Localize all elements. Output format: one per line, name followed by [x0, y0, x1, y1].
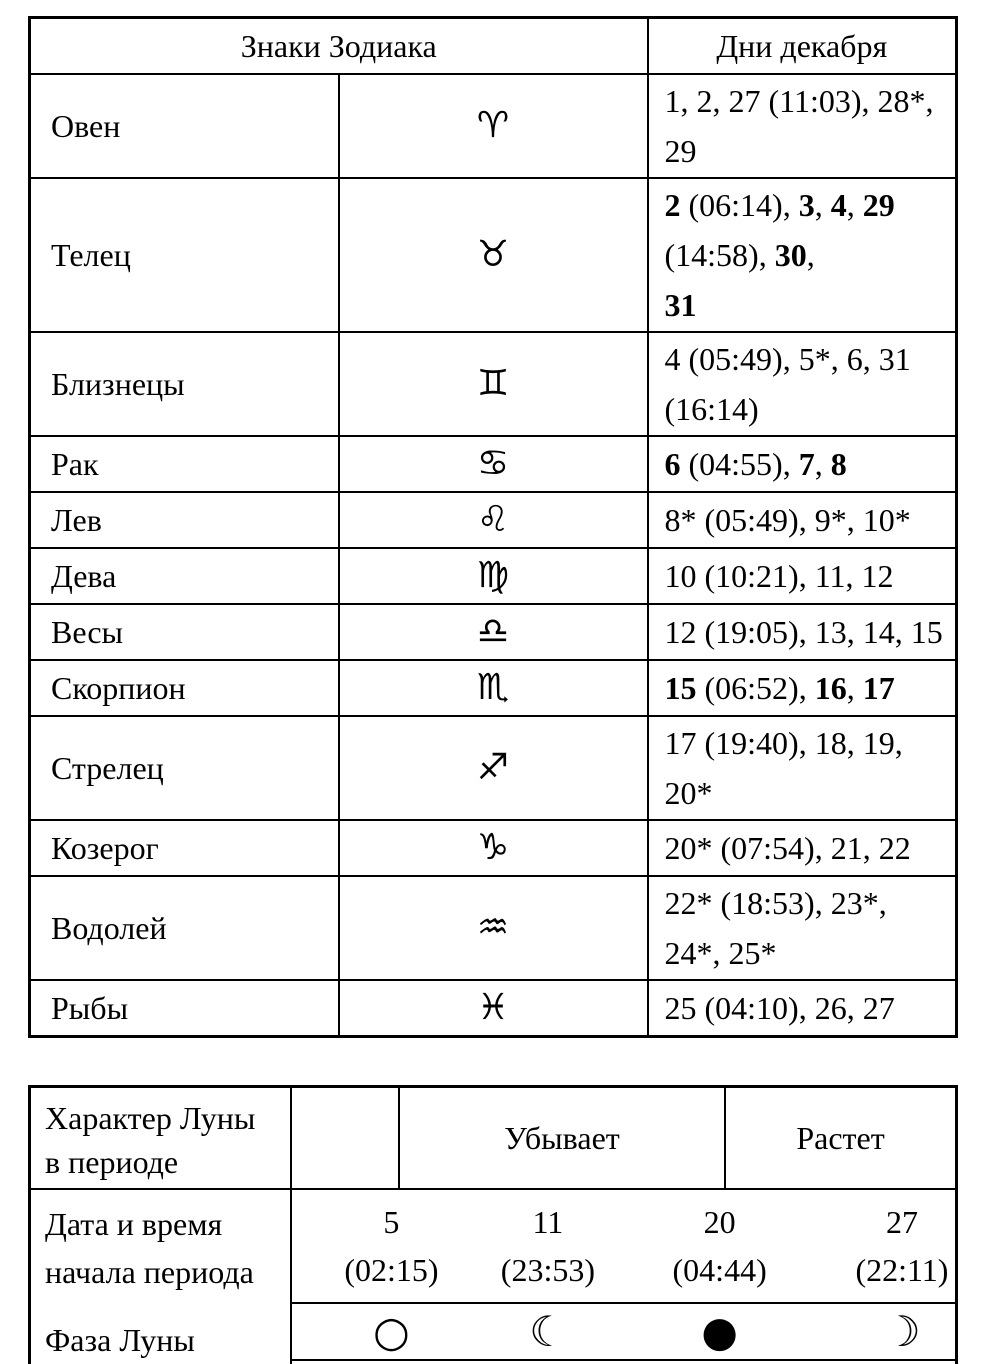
sign-symbol-cell: ♒ — [337, 875, 649, 981]
gemini-icon: ♊ — [476, 362, 510, 404]
zodiac-days-table: Знаки Зодиака Дни декабря Овен ♈ 1, 2, 27 … — [28, 16, 958, 1038]
sign-symbol-cell: ♌ — [337, 491, 649, 549]
aquarius-icon: ♒ — [476, 906, 510, 948]
sign-symbol-cell: ♍ — [337, 547, 649, 605]
sign-name: Лев — [28, 491, 340, 549]
sign-days: 22* (18:53), 23*, 24*, 25* — [646, 875, 958, 981]
scorpio-icon: ♏ — [476, 666, 510, 708]
sign-symbol-cell: ♏ — [337, 659, 649, 717]
sign-symbol-cell: ♎ — [337, 603, 649, 661]
sign-days: 10 (10:21), 11, 12 — [646, 547, 958, 605]
new-moon-icon: ● — [701, 1306, 738, 1356]
taurus-icon: ♉ — [476, 233, 510, 275]
last-quarter-icon: ☾ — [529, 1306, 567, 1356]
virgo-icon: ♍ — [476, 554, 510, 596]
sign-symbol-cell: ♈ — [337, 73, 649, 179]
moon-character-empty-cell — [292, 1088, 400, 1188]
sign-name: Овен — [28, 73, 340, 179]
sign-name: Скорпион — [28, 659, 340, 717]
sign-days: 1, 2, 27 (11:03), 28*, 29 — [646, 73, 958, 179]
sign-symbol-cell: ♊ — [337, 331, 649, 437]
sign-days: 6 (04:55), 7, 8 — [646, 435, 958, 493]
zodiac-row-aries: Овен ♈ 1, 2, 27 (11:03), 28*, 29 — [28, 73, 958, 179]
period-start-label-line1: Дата и время — [45, 1206, 223, 1242]
first-quarter-icon: ☽ — [883, 1306, 921, 1356]
sign-days: 8* (05:49), 9*, 10* — [646, 491, 958, 549]
sign-days: 2 (06:14), 3, 4, 29 (14:58), 30, 31 — [646, 177, 958, 333]
moon-character-row: Характер Луны в периоде Убывает Растет — [31, 1088, 955, 1190]
capricorn-icon: ♑ — [476, 826, 510, 868]
sign-name: Телец — [28, 177, 340, 333]
sign-symbol-cell: ♋ — [337, 435, 649, 493]
sign-days: 17 (19:40), 18, 19, 20* — [646, 715, 958, 821]
sign-name: Весы — [28, 603, 340, 661]
zodiac-row-taurus: Телец ♉ 2 (06:14), 3, 4, 29 (14:58), 30, 31 — [28, 177, 958, 333]
moon-periods-block: Дата и время начала периода Фаза Луны 5(… — [31, 1190, 955, 1364]
moon-periods-values: 5 (02:15) 11 (23:53) 20 (04:44) 27 (22:11) ○ ☾ ● ☽… — [292, 1190, 955, 1364]
zodiac-row-aquarius: Водолей ♒ 22* (18:53), 23*, 24*, 25* — [28, 875, 958, 981]
zodiac-row-leo: Лев ♌ 8* (05:49), 9*, 10* — [28, 491, 958, 549]
sign-name: Близнецы — [28, 331, 340, 437]
sign-symbol-cell: ♑ — [337, 819, 649, 877]
period-start-label-line2: начала периода — [45, 1254, 254, 1290]
sign-name: Рыбы — [28, 979, 340, 1038]
aries-icon: ♈ — [476, 104, 510, 146]
sign-symbol-cell: ♓ — [337, 979, 649, 1038]
moon-character-label-line2: в периоде — [45, 1144, 179, 1180]
sign-days: 25 (04:10), 26, 27 — [646, 979, 958, 1038]
pisces-icon: ♓ — [476, 986, 510, 1028]
moon-phases-row: ○ ☾ ● ☽ — [292, 1304, 955, 1361]
full-moon-icon: ○ — [373, 1306, 410, 1356]
sign-days: 4 (05:49), 5*, 6, 31 (16:14) — [646, 331, 958, 437]
zodiac-row-sagittarius: Стрелец ♐ 17 (19:40), 18, 19, 20* — [28, 715, 958, 821]
moon-phase-label: Фаза Луны — [45, 1321, 195, 1358]
sign-name: Дева — [28, 547, 340, 605]
zodiac-header-row: Знаки Зодиака Дни декабря — [28, 16, 958, 75]
zodiac-row-scorpio: Скорпион ♏ 15 (06:52), 16, 17 — [28, 659, 958, 717]
moon-waxing-cell: Растет — [796, 1119, 885, 1156]
sagittarius-icon: ♐ — [476, 746, 510, 788]
moon-waning-cell: Убывает — [400, 1088, 726, 1188]
period-start-date: 11 (23:53) — [500, 1204, 596, 1288]
sign-symbol-cell: ♉ — [337, 177, 649, 333]
moon-periods-labels: Дата и время начала периода Фаза Луны — [31, 1190, 292, 1364]
leo-icon: ♌ — [476, 498, 510, 540]
period-start-date: 20 (04:44) — [672, 1204, 767, 1288]
zodiac-signs-header: Знаки Зодиака — [28, 16, 649, 75]
december-days-header: Дни декабря — [646, 16, 958, 75]
zodiac-row-virgo: Дева ♍ 10 (10:21), 11, 12 — [28, 547, 958, 605]
sign-name: Козерог — [28, 819, 340, 877]
zodiac-row-gemini: Близнецы ♊ 4 (05:49), 5*, 6, 31 (16:14) — [28, 331, 958, 437]
sign-symbol-cell: ♐ — [337, 715, 649, 821]
period-dates-row: 5 (02:15) 11 (23:53) 20 (04:44) 27 (22:11) — [292, 1190, 955, 1304]
zodiac-row-pisces: Рыбы ♓ 25 (04:10), 26, 27 — [28, 979, 958, 1038]
moon-character-label: Характер Луны в периоде — [31, 1088, 292, 1188]
sign-name: Рак — [28, 435, 340, 493]
libra-icon: ♎ — [476, 610, 510, 652]
sign-days: 12 (19:05), 13, 14, 15 — [646, 603, 958, 661]
sign-name: Водолей — [28, 875, 340, 981]
period-start-label: Дата и время начала периода — [31, 1190, 290, 1312]
moon-phase-table: Характер Луны в периоде Убывает Растет Д… — [28, 1085, 958, 1364]
zodiac-row-libra: Весы ♎ 12 (19:05), 13, 14, 15 — [28, 603, 958, 661]
period-start-date: 27 (22:11) — [855, 1204, 949, 1288]
moon-character-label-line1: Характер Луны — [45, 1100, 256, 1136]
cancer-icon: ♋ — [476, 442, 510, 484]
period-start-date: 5 (02:15) — [344, 1204, 439, 1288]
sign-days: 20* (07:54), 21, 22 — [646, 819, 958, 877]
sign-name: Стрелец — [28, 715, 340, 821]
sign-days: 15 (06:52), 16, 17 — [646, 659, 958, 717]
zodiac-row-capricorn: Козерог ♑ 20* (07:54), 21, 22 — [28, 819, 958, 877]
zodiac-row-cancer: Рак ♋ 6 (04:55), 7, 8 — [28, 435, 958, 493]
